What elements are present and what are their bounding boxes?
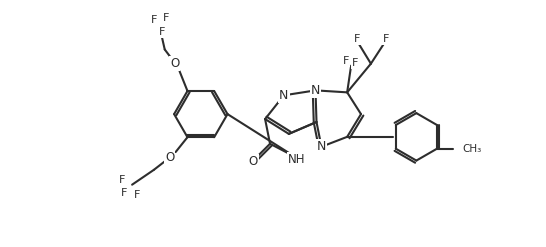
- Text: F: F: [163, 13, 169, 23]
- Text: O: O: [165, 150, 174, 164]
- Text: F: F: [121, 188, 127, 198]
- Text: F: F: [352, 58, 358, 68]
- Text: F: F: [119, 175, 126, 185]
- Text: NH: NH: [288, 153, 305, 166]
- Text: O: O: [170, 57, 179, 70]
- Text: F: F: [134, 190, 140, 200]
- Text: N: N: [279, 89, 289, 102]
- Text: F: F: [343, 56, 349, 66]
- Text: F: F: [158, 27, 165, 37]
- Text: O: O: [248, 155, 258, 168]
- Text: N: N: [311, 84, 320, 97]
- Text: CH₃: CH₃: [462, 144, 482, 154]
- Text: F: F: [151, 15, 157, 25]
- Text: F: F: [383, 34, 389, 44]
- Text: N: N: [317, 140, 326, 153]
- Text: F: F: [354, 34, 360, 44]
